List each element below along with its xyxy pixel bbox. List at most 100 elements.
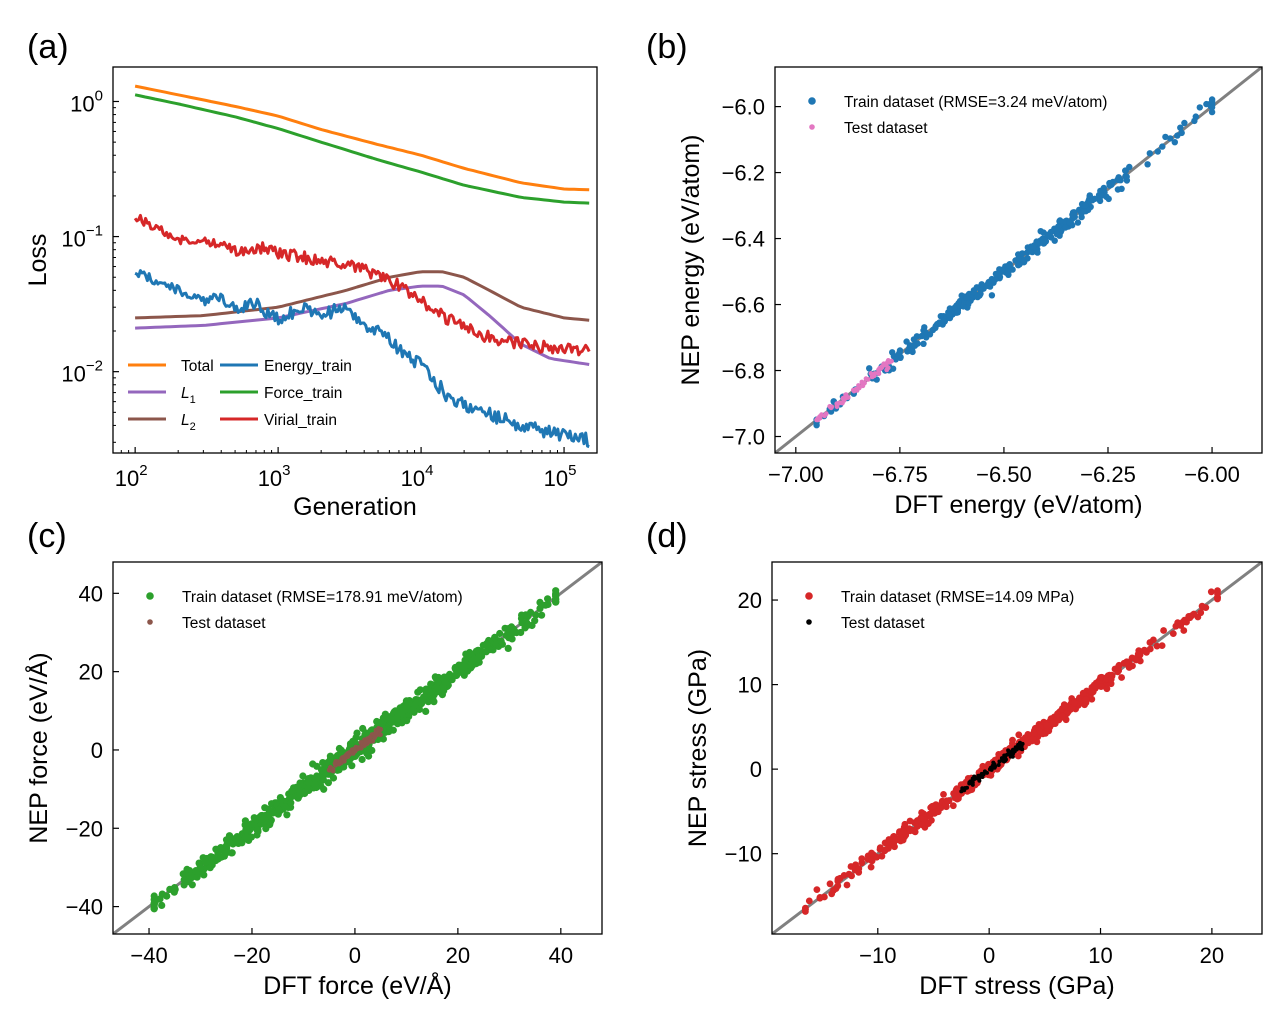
scatter-point	[1114, 186, 1122, 193]
scatter-point	[277, 796, 286, 804]
scatter-point	[1082, 696, 1090, 704]
scatter-point	[934, 808, 942, 816]
scatter-point	[324, 779, 332, 787]
scatter-point	[1191, 117, 1198, 125]
scatter-point	[943, 797, 951, 805]
scatter-point	[330, 766, 336, 772]
scatter-point	[987, 767, 992, 772]
scatter-point	[906, 817, 914, 825]
energy-parity-chart: −7.00 −6.75 −6.50 −6.25 −6.00 −7.0 −6.8 −6.6 −6.…	[677, 66, 1263, 519]
scatter-point	[1107, 675, 1115, 683]
scatter-point	[1000, 757, 1005, 762]
y-tick-label: −6.4	[722, 227, 765, 252]
scatter-point	[889, 349, 896, 356]
scatter-point	[1146, 639, 1154, 646]
scatter-point	[1178, 129, 1185, 137]
scatter-point	[834, 882, 842, 890]
scatter-point	[1114, 668, 1122, 676]
scatter-point	[928, 816, 935, 824]
scatter-point	[1160, 627, 1167, 634]
scatter-point	[909, 827, 917, 834]
y-tick-label: −20	[66, 816, 103, 841]
scatter-point	[387, 715, 395, 724]
scatter-point	[814, 417, 819, 423]
scatter-point	[305, 778, 313, 787]
scatter-point	[414, 688, 422, 696]
scatter-point	[299, 772, 307, 780]
scatter-point	[976, 773, 981, 778]
scatter-point	[1043, 721, 1051, 729]
legend-marker	[805, 592, 813, 600]
scatter-point	[873, 853, 881, 861]
scatter-point	[985, 278, 992, 286]
scatter-point	[1051, 237, 1058, 244]
stress-parity-chart: −10 0 10 20 −10 0 10 20 DFT stress (GPa) NEP stre…	[684, 561, 1263, 1000]
scatter-point	[940, 791, 947, 798]
scatter-point	[896, 833, 904, 841]
y-tick-label: 10	[738, 673, 762, 698]
scatter-point	[900, 828, 907, 836]
scatter-point	[452, 666, 460, 674]
x-tick-label: 10	[1088, 943, 1112, 968]
y-tick-label: 40	[79, 581, 103, 606]
scatter-point	[973, 293, 981, 300]
scatter-point	[229, 840, 237, 848]
scatter-point	[359, 724, 367, 733]
scatter-point	[524, 621, 532, 629]
y-axis-title: NEP energy (eV/atom)	[677, 134, 705, 385]
y-tick-label: 10−2	[61, 358, 103, 387]
scatter-point	[1029, 243, 1037, 250]
scatter-point	[813, 886, 821, 893]
scatter-point	[337, 759, 343, 765]
scatter-point	[885, 836, 893, 843]
scatter-point	[503, 631, 511, 639]
x-axis-title: DFT stress (GPa)	[919, 972, 1114, 1000]
scatter-point	[422, 707, 430, 716]
scatter-point	[1079, 689, 1087, 697]
scatter-point	[1050, 719, 1057, 727]
loss-chart: 102 103 104 105 10−2 10−1 100 Generation Loss Tot…	[24, 66, 598, 521]
y-tick-label: −40	[66, 895, 103, 920]
scatter-point	[855, 865, 863, 873]
y-axis-title: Loss	[24, 234, 52, 287]
y-tick-label: 20	[738, 588, 762, 613]
scatter-point	[805, 897, 813, 905]
scatter-point	[876, 846, 884, 853]
panel-label-a: (a)	[27, 28, 69, 66]
scatter-point	[288, 787, 296, 795]
scatter-point	[522, 611, 530, 619]
x-tick-label: 104	[401, 462, 434, 491]
scatter-point	[1186, 614, 1194, 622]
y-tick-label: −6.2	[722, 161, 765, 186]
scatter-point	[918, 332, 925, 340]
loss-line	[134, 269, 590, 449]
scatter-point	[531, 617, 539, 625]
scatter-point	[1074, 219, 1082, 226]
scatter-point	[1020, 741, 1025, 746]
scatter-point	[988, 292, 996, 299]
y-tick-label: −6.8	[722, 359, 765, 384]
scatter-point	[1059, 712, 1066, 720]
scatter-point	[258, 815, 266, 823]
scatter-point	[862, 380, 867, 386]
scatter-point	[461, 656, 469, 664]
scatter-point	[358, 740, 364, 746]
scatter-point	[1167, 135, 1174, 142]
scatter-point	[1062, 224, 1069, 231]
scatter-point	[326, 767, 332, 773]
scatter-point	[828, 890, 836, 898]
scatter-point	[991, 276, 999, 283]
legend-marker	[808, 97, 816, 105]
scatter-point	[329, 774, 338, 782]
scatter-point	[235, 836, 243, 844]
scatter-point	[903, 338, 910, 345]
scatter-point	[467, 650, 475, 658]
scatter-point	[541, 601, 550, 609]
x-tick-label: 105	[544, 462, 577, 491]
scatter-point	[320, 785, 328, 793]
scatter-point	[242, 833, 251, 842]
scatter-point	[996, 763, 1001, 767]
loss-line	[135, 284, 590, 366]
legend-label: Total	[181, 358, 214, 375]
scatter-point	[283, 811, 291, 819]
